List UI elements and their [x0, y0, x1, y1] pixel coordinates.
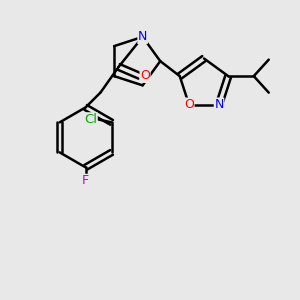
Text: Cl: Cl: [84, 113, 97, 126]
Text: N: N: [138, 30, 147, 44]
Text: O: O: [184, 98, 194, 111]
Text: O: O: [140, 69, 150, 82]
Text: N: N: [214, 98, 224, 111]
Text: F: F: [82, 174, 89, 188]
